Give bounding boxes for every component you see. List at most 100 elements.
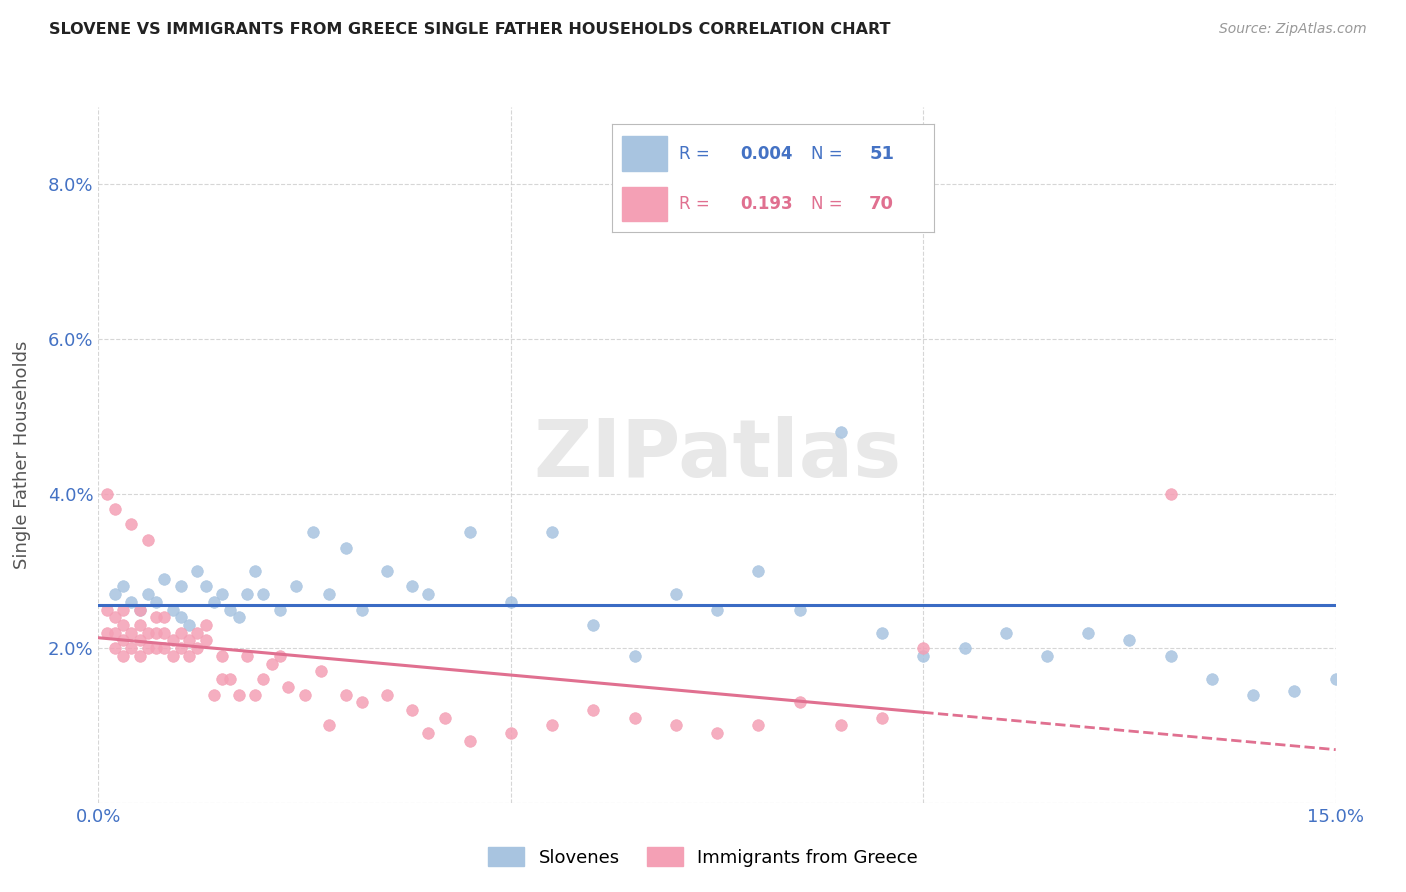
Point xyxy=(285,579,308,593)
Point xyxy=(243,688,266,702)
Point xyxy=(623,648,645,663)
Point xyxy=(112,648,135,663)
Point xyxy=(112,633,135,648)
Point xyxy=(318,718,340,732)
Point xyxy=(104,587,127,601)
Point xyxy=(136,625,159,640)
Point xyxy=(162,648,184,663)
Point xyxy=(145,595,167,609)
Point xyxy=(318,587,340,601)
Point xyxy=(202,595,225,609)
Point xyxy=(418,726,440,740)
Text: Source: ZipAtlas.com: Source: ZipAtlas.com xyxy=(1219,22,1367,37)
Y-axis label: Single Father Households: Single Father Households xyxy=(13,341,31,569)
Point xyxy=(623,711,645,725)
Point xyxy=(418,587,440,601)
Point xyxy=(830,718,852,732)
Point xyxy=(252,672,274,686)
Point xyxy=(186,625,208,640)
Point xyxy=(170,641,193,656)
Point xyxy=(112,602,135,616)
Point xyxy=(582,703,605,717)
Point xyxy=(1036,648,1059,663)
Point xyxy=(789,695,811,709)
Point xyxy=(104,502,127,516)
Point xyxy=(352,695,374,709)
Point xyxy=(162,602,184,616)
Point xyxy=(162,633,184,648)
Point xyxy=(112,618,135,632)
Text: ZIPatlas: ZIPatlas xyxy=(533,416,901,494)
Point xyxy=(96,602,118,616)
Text: 51: 51 xyxy=(869,145,894,162)
Point xyxy=(194,579,217,593)
Point xyxy=(1118,633,1140,648)
Text: R =: R = xyxy=(679,145,710,162)
Point xyxy=(236,648,259,663)
Point xyxy=(269,602,291,616)
Point xyxy=(194,618,217,632)
Point xyxy=(401,703,423,717)
Point xyxy=(153,625,176,640)
Point xyxy=(211,587,233,601)
Point xyxy=(136,641,159,656)
Point xyxy=(994,625,1017,640)
Point xyxy=(96,625,118,640)
Point xyxy=(153,610,176,624)
Point xyxy=(260,657,283,671)
Point xyxy=(1284,683,1306,698)
Text: SLOVENE VS IMMIGRANTS FROM GREECE SINGLE FATHER HOUSEHOLDS CORRELATION CHART: SLOVENE VS IMMIGRANTS FROM GREECE SINGLE… xyxy=(49,22,891,37)
Point xyxy=(104,641,127,656)
Point xyxy=(335,541,357,555)
Point xyxy=(104,625,127,640)
Text: 0.004: 0.004 xyxy=(741,145,793,162)
Point xyxy=(219,672,242,686)
Point xyxy=(120,641,142,656)
FancyBboxPatch shape xyxy=(621,136,666,170)
Point xyxy=(912,648,935,663)
Point xyxy=(582,618,605,632)
Point xyxy=(870,711,893,725)
Point xyxy=(1077,625,1099,640)
Point xyxy=(194,633,217,648)
Point xyxy=(747,718,769,732)
Point xyxy=(170,579,193,593)
Point xyxy=(1160,486,1182,500)
Point xyxy=(170,625,193,640)
Point xyxy=(219,602,242,616)
Text: 0.193: 0.193 xyxy=(741,195,793,213)
Point xyxy=(153,572,176,586)
Point xyxy=(104,610,127,624)
Point xyxy=(375,688,398,702)
Point xyxy=(186,564,208,578)
Text: N =: N = xyxy=(811,145,844,162)
Point xyxy=(120,517,142,532)
Point xyxy=(541,525,564,540)
Point xyxy=(153,641,176,656)
Point xyxy=(458,525,481,540)
Point xyxy=(302,525,325,540)
Point xyxy=(277,680,299,694)
Point xyxy=(228,610,250,624)
Point xyxy=(136,587,159,601)
Point xyxy=(179,633,201,648)
Point xyxy=(870,625,893,640)
Text: N =: N = xyxy=(811,195,844,213)
Point xyxy=(541,718,564,732)
Point xyxy=(499,595,522,609)
Point xyxy=(128,618,150,632)
Point xyxy=(120,625,142,640)
Point xyxy=(145,641,167,656)
Point xyxy=(202,688,225,702)
Point xyxy=(352,602,374,616)
Point xyxy=(665,587,688,601)
Legend: Slovenes, Immigrants from Greece: Slovenes, Immigrants from Greece xyxy=(481,840,925,874)
Point xyxy=(145,625,167,640)
Point xyxy=(269,648,291,663)
Point xyxy=(433,711,456,725)
Point xyxy=(665,718,688,732)
Point xyxy=(243,564,266,578)
Text: R =: R = xyxy=(679,195,710,213)
Point xyxy=(179,618,201,632)
Point xyxy=(211,672,233,686)
